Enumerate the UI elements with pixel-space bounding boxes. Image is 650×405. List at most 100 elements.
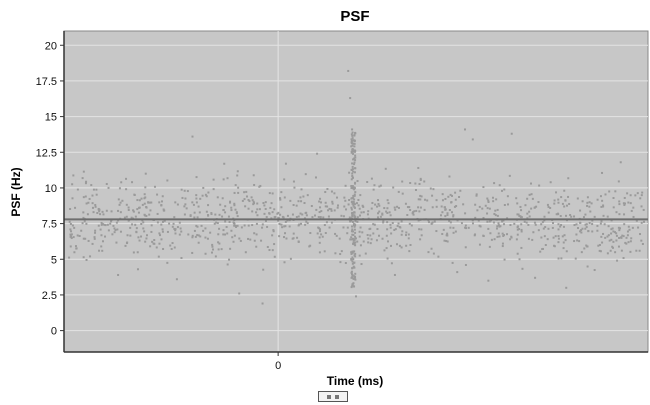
scatter-point (350, 133, 353, 136)
scatter-point (94, 203, 97, 206)
scatter-point (160, 238, 163, 241)
scatter-point (170, 247, 173, 250)
scatter-point (539, 250, 542, 253)
scatter-point (418, 228, 421, 231)
scatter-point (204, 227, 207, 230)
scatter-point (210, 213, 213, 216)
scatter-point (640, 221, 643, 224)
scatter-point (223, 233, 226, 236)
scatter-point (125, 203, 128, 206)
scatter-point (557, 201, 560, 204)
scatter-point (347, 69, 350, 72)
scatter-point (618, 229, 621, 232)
scatter-point (642, 208, 645, 211)
scatter-point (330, 221, 333, 224)
scatter-point (354, 272, 357, 275)
scatter-point (618, 213, 621, 216)
scatter-point (547, 205, 550, 208)
scatter-point (376, 216, 379, 219)
scatter-point (256, 208, 259, 211)
scatter-point (351, 260, 354, 263)
scatter-point (611, 245, 614, 248)
scatter-point (373, 184, 376, 187)
scatter-point (236, 170, 239, 173)
scatter-point (110, 220, 113, 223)
y-axis-ticks: 0 2.5 5 7.5 10 12.5 15 17.5 20 (36, 40, 64, 338)
scatter-point (273, 208, 276, 211)
scatter-point (397, 222, 400, 225)
scatter-point (627, 225, 630, 228)
scatter-point (362, 205, 365, 208)
scatter-point (528, 215, 531, 218)
scatter-point (105, 182, 108, 185)
scatter-point (588, 201, 591, 204)
scatter-point (82, 211, 85, 214)
scatter-point (172, 222, 175, 225)
scatter-point (217, 241, 220, 244)
scatter-point (376, 205, 379, 208)
scatter-point (144, 196, 147, 199)
scatter-point (117, 273, 120, 276)
scatter-point (401, 192, 404, 195)
scatter-point (448, 175, 451, 178)
scatter-point (517, 213, 520, 216)
scatter-point (531, 238, 534, 241)
scatter-point (95, 188, 98, 191)
scatter-point (417, 166, 420, 169)
scatter-point (614, 251, 617, 254)
scatter-point (196, 216, 199, 219)
scatter-point (354, 181, 357, 184)
scatter-point (196, 225, 199, 228)
scatter-point (370, 177, 373, 180)
scatter-point (557, 241, 560, 244)
scatter-point (276, 212, 279, 215)
scatter-point (611, 246, 614, 249)
scatter-point (460, 222, 463, 225)
scatter-point (386, 211, 389, 214)
scatter-point (86, 213, 89, 216)
scatter-point (195, 176, 198, 179)
scatter-point (255, 233, 258, 236)
scatter-point (74, 245, 77, 248)
scatter-point (255, 222, 258, 225)
scatter-point (250, 196, 253, 199)
scatter-point (226, 177, 229, 180)
scatter-point (117, 219, 120, 222)
scatter-point (237, 191, 240, 194)
scatter-point (252, 174, 255, 177)
scatter-point (353, 276, 356, 279)
scatter-point (404, 234, 407, 237)
scatter-point (87, 201, 90, 204)
scatter-point (350, 186, 353, 189)
scatter-point (73, 251, 76, 254)
scatter-point (406, 213, 409, 216)
scatter-point (419, 177, 422, 180)
scatter-point (280, 223, 283, 226)
scatter-point (407, 237, 410, 240)
scatter-point (350, 252, 353, 255)
scatter-point (336, 196, 339, 199)
scatter-point (382, 221, 385, 224)
scatter-point (351, 228, 354, 231)
scatter-point (292, 237, 295, 240)
scatter-point (579, 209, 582, 212)
scatter-point (447, 195, 450, 198)
scatter-point (574, 257, 577, 260)
scatter-point (520, 223, 523, 226)
scatter-point (501, 232, 504, 235)
scatter-point (68, 220, 71, 223)
y-tick-label: 2.5 (42, 290, 57, 302)
scatter-point (233, 222, 236, 225)
scatter-point (568, 202, 571, 205)
scatter-point (123, 216, 126, 219)
scatter-point (544, 226, 547, 229)
scatter-point (415, 209, 418, 212)
scatter-point (351, 172, 354, 175)
y-tick-label: 15 (45, 112, 57, 124)
scatter-point (553, 202, 556, 205)
scatter-point (452, 215, 455, 218)
scatter-point (209, 231, 212, 234)
scatter-point (142, 227, 145, 230)
scatter-point (513, 222, 516, 225)
scatter-point (217, 233, 220, 236)
